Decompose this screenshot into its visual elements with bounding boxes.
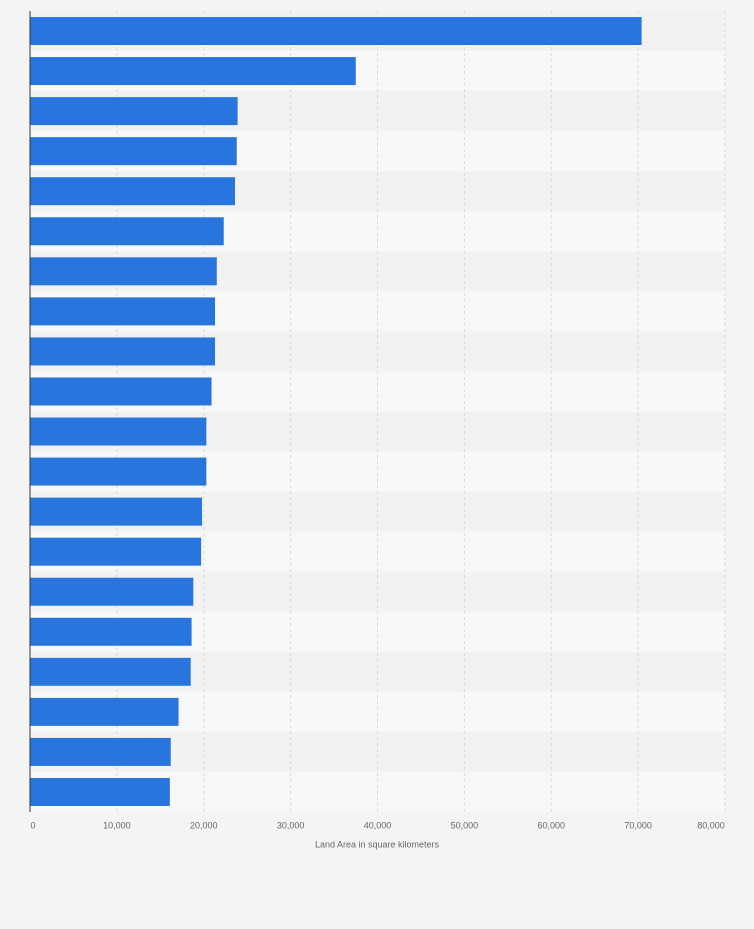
bar bbox=[30, 297, 216, 326]
bar bbox=[30, 137, 237, 166]
bar bbox=[30, 177, 236, 206]
bar bbox=[30, 457, 207, 486]
bar bbox=[30, 57, 356, 86]
x-tick-label: 0 bbox=[30, 820, 35, 830]
bar bbox=[30, 497, 203, 526]
x-tick-label: 50,000 bbox=[451, 820, 479, 830]
bar bbox=[30, 577, 194, 606]
x-tick-label: 30,000 bbox=[277, 820, 305, 830]
bar bbox=[30, 777, 170, 806]
bar bbox=[30, 617, 192, 646]
x-axis-title: Land Area in square kilometers bbox=[315, 839, 440, 849]
bar bbox=[30, 17, 642, 46]
bar bbox=[30, 257, 217, 286]
x-tick-label: 40,000 bbox=[364, 820, 392, 830]
bar bbox=[30, 737, 171, 766]
bar bbox=[30, 537, 202, 566]
x-tick-label: 80,000 bbox=[697, 820, 725, 830]
bar bbox=[30, 217, 224, 246]
x-tick-label: 10,000 bbox=[103, 820, 131, 830]
bar bbox=[30, 697, 179, 726]
x-tick-label: 20,000 bbox=[190, 820, 218, 830]
bar bbox=[30, 417, 207, 446]
bar bbox=[30, 337, 216, 366]
bar bbox=[30, 377, 212, 406]
bar bbox=[30, 657, 191, 686]
bar bbox=[30, 97, 238, 126]
x-tick-label: 70,000 bbox=[624, 820, 652, 830]
x-tick-label: 60,000 bbox=[537, 820, 565, 830]
